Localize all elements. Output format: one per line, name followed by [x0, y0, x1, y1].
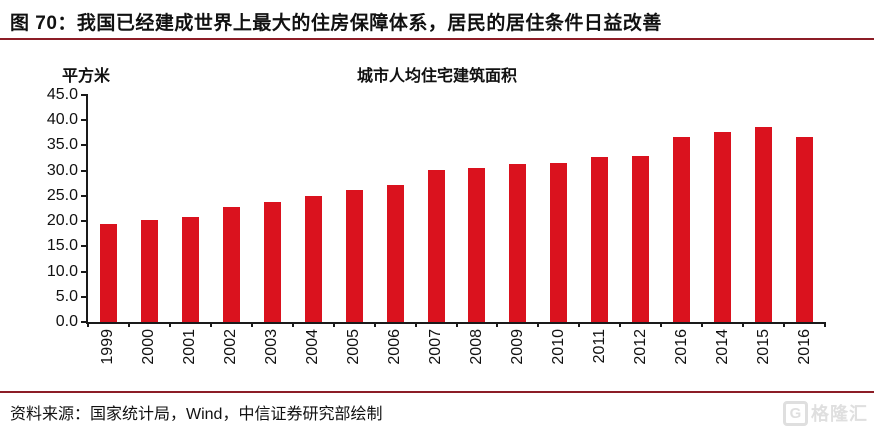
x-axis-tick [783, 322, 786, 327]
bar-2000-1 [140, 219, 158, 322]
bar-2016-14 [673, 137, 691, 322]
x-axis-tick [701, 322, 704, 327]
x-axis-tick [619, 322, 622, 327]
title-divider [0, 38, 874, 40]
watermark: G 格隆汇 [783, 400, 868, 426]
y-axis-tick [81, 321, 88, 323]
x-axis-tick [209, 322, 212, 327]
bar-2004-5 [304, 195, 322, 322]
bar-2009-10 [509, 164, 527, 322]
source-note: 资料来源：国家统计局，Wind，中信证券研究部绘制 [10, 406, 383, 423]
x-axis-label-2015-16: 2015 [754, 329, 772, 365]
x-axis-label-2006-7: 2006 [386, 329, 404, 365]
x-axis-label-2016-17: 2016 [795, 329, 813, 365]
x-axis-label-2012-13: 2012 [631, 329, 649, 365]
y-axis-tick [81, 169, 88, 172]
bar-2012-13 [632, 156, 650, 322]
gelonghui-logo-icon: G [783, 400, 808, 426]
bar-2016-17 [796, 137, 814, 322]
y-axis-tick-label: 15.0 [46, 237, 78, 255]
y-axis-tick [81, 295, 88, 298]
bar-2005-6 [345, 190, 363, 322]
x-axis-tick [250, 322, 253, 327]
bar-2008-9 [468, 167, 486, 322]
x-axis-label-2009-10: 2009 [508, 329, 526, 365]
x-axis-label-2011-12: 2011 [590, 329, 608, 364]
y-axis-tick [81, 245, 88, 248]
x-axis-tick [414, 322, 417, 327]
x-axis-label-2003-4: 2003 [263, 329, 281, 365]
bar-1999-0 [99, 224, 117, 322]
y-axis-tick-label: 5.0 [55, 287, 78, 305]
bar-2006-7 [386, 185, 404, 322]
x-axis-tick [87, 322, 89, 327]
x-axis-tick [127, 322, 130, 327]
plot-area: 0.0 5.0 10.0 15.0 20.0 25.0 30.0 35.0 40.0 45.0 19… [47, 87, 826, 365]
x-axis-label-2004-5: 2004 [304, 329, 322, 365]
x-axis-tick [373, 322, 376, 327]
x-axis-label-1999-0: 1999 [99, 329, 117, 365]
x-axis-tick [824, 322, 826, 327]
x-axis-label-2001-2: 2001 [181, 329, 199, 365]
bar-2002-3 [222, 207, 240, 322]
x-axis-label-2000-1: 2000 [140, 329, 158, 365]
bar-2003-4 [263, 202, 281, 322]
x-axis-tick [455, 322, 458, 327]
bar-2010-11 [550, 162, 568, 322]
x-axis-tick [332, 322, 335, 327]
x-axis-tick [168, 322, 171, 327]
x-axis-tick [578, 322, 581, 327]
bar-2001-2 [181, 217, 199, 322]
y-axis-tick-label: 45.0 [46, 86, 78, 103]
bar-2014-15 [714, 131, 732, 322]
x-axis-tick [742, 322, 745, 327]
y-axis-tick-label: 20.0 [46, 212, 78, 230]
x-axis-tick [291, 322, 294, 327]
x-axis-label-2007-8: 2007 [427, 329, 445, 365]
y-axis-tick-label: 0.0 [55, 313, 78, 330]
x-axis-label-2010-11: 2010 [549, 329, 567, 365]
y-axis-tick-label: 35.0 [46, 136, 78, 154]
y-axis-tick [81, 194, 88, 197]
watermark-text: 格隆汇 [811, 404, 868, 424]
bar-2015-16 [755, 127, 773, 322]
x-axis-label-2014-15: 2014 [713, 329, 731, 365]
y-axis-tick-label: 30.0 [46, 161, 78, 179]
figure-title: 图 70：我国已经建成世界上最大的住房保障体系，居民的居住条件日益改善 [10, 13, 662, 34]
x-axis-label-2005-6: 2005 [345, 329, 363, 365]
x-axis-label-2002-3: 2002 [222, 329, 240, 365]
x-axis-tick [660, 322, 663, 327]
footer-divider [0, 391, 874, 393]
x-axis-tick [537, 322, 540, 327]
y-axis-tick [81, 270, 88, 273]
y-axis-tick-label: 25.0 [46, 186, 78, 204]
bar-2011-12 [591, 157, 609, 322]
y-axis-tick-label: 40.0 [46, 111, 78, 129]
chart-title: 城市人均住宅建筑面积 [356, 68, 517, 85]
y-axis-tick [81, 220, 88, 223]
y-axis-tick [81, 94, 88, 96]
y-axis-unit-label: 平方米 [62, 68, 111, 85]
y-axis-tick [81, 119, 88, 122]
x-axis-label-2008-9: 2008 [467, 329, 485, 365]
x-axis-tick [496, 322, 499, 327]
bar-2007-8 [427, 170, 445, 322]
x-axis-label-2016-14: 2016 [672, 329, 690, 365]
y-axis-tick [81, 144, 88, 147]
y-axis-tick-label: 10.0 [46, 262, 78, 280]
